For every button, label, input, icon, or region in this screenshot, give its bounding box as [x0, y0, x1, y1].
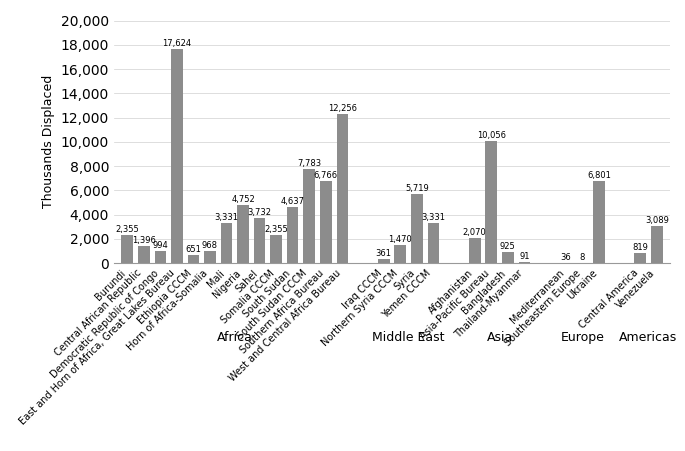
- Text: 361: 361: [375, 249, 392, 258]
- Bar: [634, 253, 646, 263]
- Bar: [171, 49, 183, 263]
- Text: 6,766: 6,766: [314, 171, 338, 180]
- Text: 3,331: 3,331: [214, 213, 238, 222]
- Bar: [395, 245, 406, 263]
- Bar: [651, 226, 662, 263]
- Text: 3,089: 3,089: [645, 216, 669, 225]
- Text: 4,637: 4,637: [281, 197, 305, 206]
- Text: 925: 925: [500, 242, 516, 251]
- Text: 2,355: 2,355: [264, 225, 288, 234]
- Bar: [237, 206, 249, 263]
- Bar: [519, 262, 530, 263]
- Bar: [469, 238, 480, 263]
- Text: 7,783: 7,783: [297, 159, 321, 168]
- Text: Africa: Africa: [217, 331, 253, 344]
- Text: 1,470: 1,470: [388, 235, 412, 244]
- Text: 36: 36: [560, 253, 571, 262]
- Bar: [254, 218, 265, 263]
- Bar: [121, 235, 133, 263]
- Bar: [411, 194, 423, 263]
- Text: Asia: Asia: [486, 331, 512, 344]
- Text: Americas: Americas: [619, 331, 677, 344]
- Bar: [287, 207, 299, 263]
- Text: 3,331: 3,331: [421, 213, 445, 222]
- Text: 2,070: 2,070: [463, 228, 486, 237]
- Bar: [427, 223, 439, 263]
- Bar: [593, 180, 605, 263]
- Text: 3,732: 3,732: [247, 208, 271, 217]
- Bar: [204, 251, 216, 263]
- Text: 17,624: 17,624: [162, 39, 191, 48]
- Bar: [271, 235, 282, 263]
- Text: 4,752: 4,752: [231, 195, 255, 204]
- Text: 91: 91: [519, 252, 530, 261]
- Text: 6,801: 6,801: [587, 170, 611, 179]
- Text: 1,396: 1,396: [132, 236, 155, 245]
- Bar: [138, 246, 149, 263]
- Bar: [486, 141, 497, 263]
- Text: Europe: Europe: [560, 331, 604, 344]
- Text: 994: 994: [153, 241, 169, 250]
- Bar: [155, 251, 166, 263]
- Bar: [303, 169, 315, 263]
- Text: 819: 819: [632, 243, 648, 252]
- Bar: [320, 181, 332, 263]
- Bar: [221, 223, 232, 263]
- Text: Middle East: Middle East: [372, 331, 445, 344]
- Bar: [378, 259, 390, 263]
- Text: 968: 968: [202, 241, 218, 250]
- Text: 8: 8: [580, 253, 585, 262]
- Text: 12,256: 12,256: [328, 105, 357, 114]
- Text: 5,719: 5,719: [405, 184, 429, 193]
- Bar: [336, 115, 348, 263]
- Bar: [188, 255, 199, 263]
- Y-axis label: Thousands Displaced: Thousands Displaced: [42, 75, 55, 208]
- Text: 10,056: 10,056: [477, 131, 506, 140]
- Bar: [502, 252, 514, 263]
- Text: 2,355: 2,355: [115, 225, 139, 234]
- Text: 651: 651: [186, 245, 201, 254]
